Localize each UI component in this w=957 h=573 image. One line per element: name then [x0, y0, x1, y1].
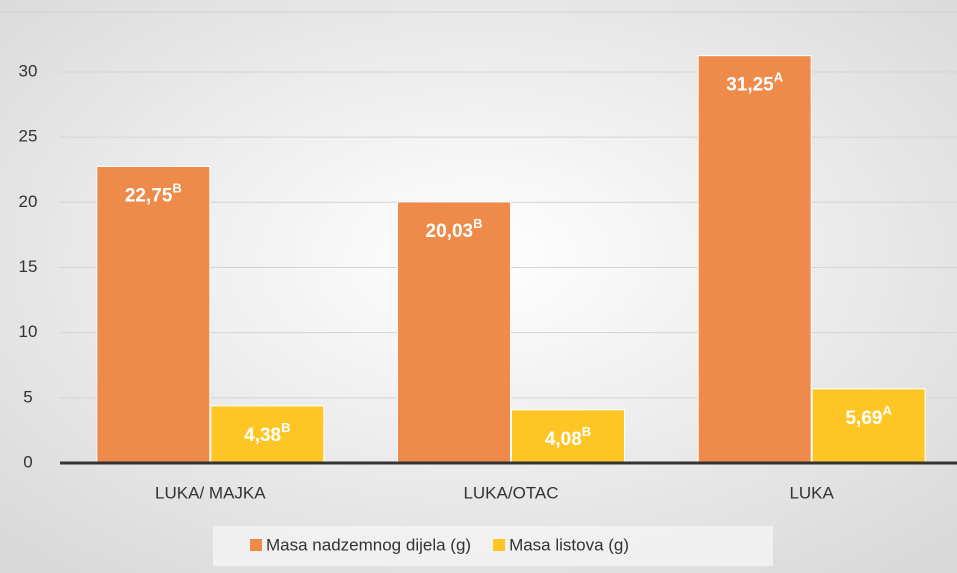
y-tick-label: 15 — [19, 257, 38, 276]
value-label: 31,25A — [726, 70, 784, 96]
value-label-number: 4,38 — [244, 425, 281, 446]
value-label: 20,03B — [426, 216, 483, 242]
value-label-number: 20,03 — [426, 221, 474, 242]
bar — [511, 409, 625, 464]
legend-label: Masa listova (g) — [509, 535, 629, 554]
value-label-letter: A — [882, 403, 892, 418]
legend-label: Masa nadzemnog dijela (g) — [266, 535, 471, 554]
value-label: 5,69A — [845, 403, 892, 429]
value-label-letter: B — [582, 424, 591, 439]
value-label: 4,38B — [244, 420, 290, 446]
value-label-letter: A — [774, 70, 784, 85]
y-tick-label: 0 — [23, 452, 32, 471]
legend-swatch — [250, 539, 262, 551]
y-tick-label: 25 — [19, 127, 38, 146]
value-label: 22,75B — [125, 181, 182, 207]
y-tick-label: 5 — [23, 387, 32, 406]
x-tick-label: LUKA — [789, 483, 834, 502]
x-tick-label: LUKA/OTAC — [463, 483, 558, 502]
value-label-number: 5,69 — [845, 408, 882, 429]
bar — [811, 388, 926, 464]
value-label: 4,08B — [545, 424, 591, 450]
y-tick-label: 20 — [19, 192, 38, 211]
value-label-letter: B — [473, 216, 482, 231]
value-label-number: 31,25 — [726, 75, 774, 96]
bar — [397, 201, 511, 464]
value-label-letter: B — [281, 420, 290, 435]
legend-swatch — [493, 539, 506, 551]
x-tick-label: LUKA/ MAJKA — [155, 483, 266, 502]
bar — [96, 165, 211, 464]
legend-box — [213, 526, 773, 566]
value-label-letter: B — [172, 181, 181, 196]
value-label-number: 22,75 — [125, 185, 173, 206]
value-label-number: 4,08 — [545, 429, 582, 450]
y-tick-label: 30 — [19, 61, 38, 80]
y-tick-label: 10 — [19, 322, 38, 341]
bar — [697, 55, 812, 464]
